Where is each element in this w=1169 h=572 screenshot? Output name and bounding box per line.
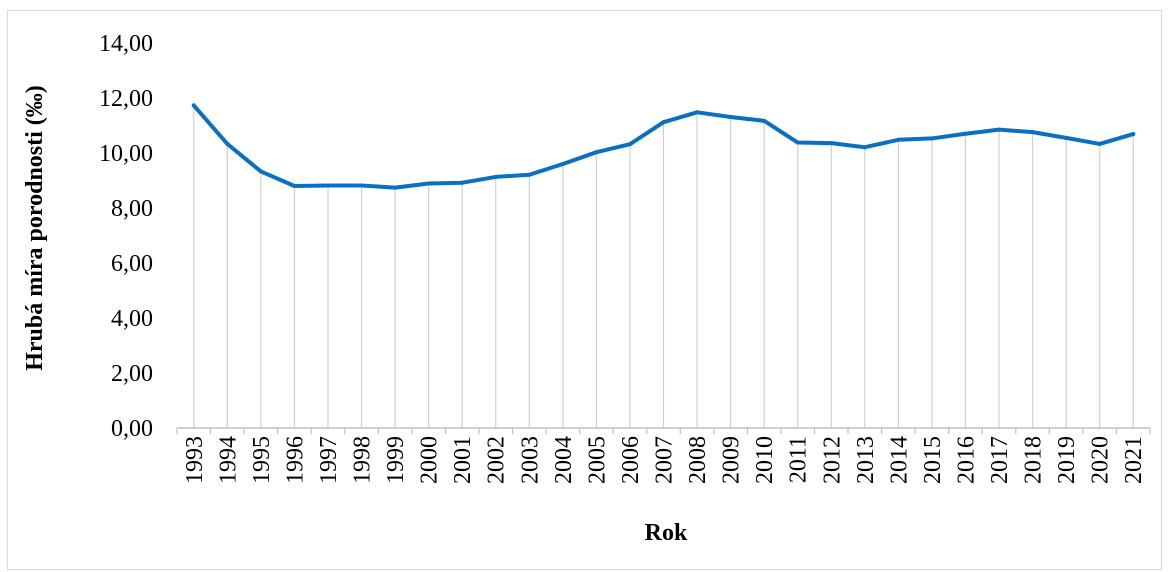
- x-tick-label: 2010: [752, 436, 778, 484]
- data-point: [460, 180, 465, 185]
- data-point: [762, 118, 767, 123]
- data-point: [594, 150, 599, 155]
- x-tick-label: 1995: [249, 436, 275, 484]
- data-point: [191, 103, 196, 108]
- x-tick-label: 2001: [450, 436, 476, 484]
- data-point: [1064, 135, 1069, 140]
- data-point: [393, 185, 398, 190]
- x-tick-label: 2007: [652, 436, 678, 484]
- x-tick-label: 2020: [1088, 436, 1114, 484]
- x-tick-label: 1997: [316, 436, 342, 484]
- chart-frame: [7, 10, 1162, 570]
- x-tick-label: 2011: [786, 436, 812, 483]
- data-point: [1030, 130, 1035, 135]
- x-tick-label: 2017: [987, 436, 1013, 484]
- data-point: [426, 181, 431, 186]
- y-tick-label: 14,00: [99, 31, 153, 57]
- data-point: [292, 184, 297, 188]
- x-tick-label: 2008: [685, 436, 711, 484]
- y-tick-label: 12,00: [99, 86, 153, 112]
- data-point: [258, 169, 263, 174]
- x-tick-label: 2009: [719, 436, 745, 484]
- series-group: [191, 103, 1136, 190]
- data-point: [527, 172, 532, 177]
- data-point: [829, 141, 834, 146]
- data-point: [1097, 141, 1102, 146]
- y-tick-label: 0,00: [111, 416, 153, 442]
- x-tick-label: 2016: [953, 436, 979, 484]
- x-tick-label: 2006: [618, 436, 644, 484]
- x-tick-label: 1998: [350, 436, 376, 484]
- x-tick-label: 2019: [1054, 436, 1080, 484]
- drop-lines: [193, 105, 1134, 428]
- x-tick-label: 1999: [383, 436, 409, 484]
- data-point: [862, 145, 867, 150]
- x-tick-label: 1993: [182, 436, 208, 484]
- x-tick-label: 1996: [282, 436, 308, 484]
- y-tick-label: 8,00: [111, 196, 153, 222]
- data-point: [325, 183, 330, 188]
- data-point: [728, 114, 733, 119]
- y-tick-label: 4,00: [111, 306, 153, 332]
- y-tick-label: 6,00: [111, 251, 153, 277]
- axes: [176, 427, 1151, 434]
- data-point: [560, 162, 565, 166]
- x-axis-title: Rok: [645, 520, 688, 546]
- x-tick-labels: 1993 1994 1995 1996 1997 1998 1999 2000 2001 2002…: [182, 436, 1147, 484]
- x-tick-label: 2000: [417, 436, 443, 484]
- x-tick-label: 2004: [551, 436, 577, 484]
- data-point: [359, 183, 364, 188]
- x-tick-label: 2014: [886, 436, 912, 484]
- data-point: [795, 140, 800, 145]
- data-point: [695, 110, 700, 115]
- data-point: [493, 174, 498, 179]
- y-tick-label: 2,00: [111, 361, 153, 387]
- x-tick-label: 2013: [853, 436, 879, 484]
- y-tick-labels: 0,00 2,00 4,00 6,00 8,00 10,00 12,00 14,00: [99, 31, 153, 442]
- y-axis-title: Hrubá míra porodnosti (‰): [22, 85, 48, 371]
- data-point: [896, 137, 901, 142]
- x-tick-label: 2002: [484, 436, 510, 484]
- x-tick-label: 1994: [215, 436, 241, 484]
- x-tick-label: 2021: [1121, 436, 1147, 484]
- data-point: [627, 142, 632, 147]
- data-point: [225, 141, 230, 146]
- data-point: [661, 120, 666, 125]
- data-point: [997, 127, 1002, 132]
- y-tick-label: 10,00: [99, 141, 153, 167]
- x-tick-label: 2012: [819, 436, 845, 484]
- data-point: [963, 131, 968, 136]
- x-tick-label: 2015: [920, 436, 946, 484]
- x-tick-label: 2018: [1021, 436, 1047, 484]
- data-point: [929, 136, 934, 141]
- x-tick-label: 2005: [584, 436, 610, 484]
- data-point: [1131, 132, 1136, 137]
- x-tick-label: 2003: [517, 436, 543, 484]
